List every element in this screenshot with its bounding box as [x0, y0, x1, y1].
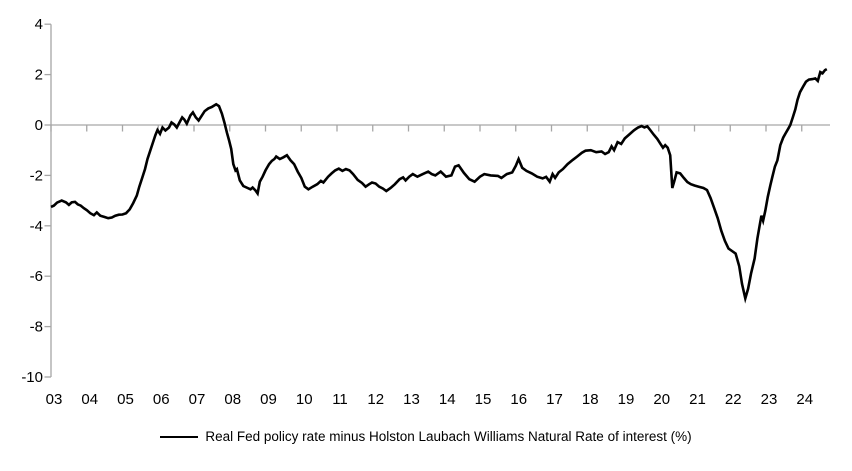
x-tick-label: 04 — [81, 391, 98, 408]
x-tick-label: 07 — [189, 391, 206, 408]
y-tick-label: 2 — [35, 67, 43, 84]
x-tick-label: 15 — [475, 391, 492, 408]
x-tick-label: 11 — [332, 391, 348, 408]
x-tick-label: 09 — [260, 391, 277, 408]
x-tick-label: 16 — [510, 391, 527, 408]
x-tick-label: 03 — [46, 391, 63, 408]
x-tick-label: 19 — [618, 391, 635, 408]
y-tick-label: 0 — [35, 117, 43, 134]
y-tick-label: -10 — [21, 369, 43, 386]
x-tick-label: 08 — [224, 391, 241, 408]
x-tick-label: 05 — [117, 391, 134, 408]
legend-line-sample — [160, 435, 199, 438]
x-tick-label: 24 — [796, 391, 813, 408]
y-tick-label: 4 — [35, 16, 43, 33]
x-tick-label: 06 — [153, 391, 170, 408]
legend: Real Fed policy rate minus Holston Lauba… — [0, 429, 852, 444]
x-tick-label: 18 — [582, 391, 599, 408]
x-tick-label: 10 — [296, 391, 313, 408]
y-tick-label: -8 — [30, 319, 43, 336]
y-tick-label: -2 — [30, 167, 43, 184]
x-tick-label: 22 — [725, 391, 742, 408]
data-series-line — [50, 67, 828, 304]
x-tick-label: 12 — [367, 391, 384, 408]
legend-label: Real Fed policy rate minus Holston Lauba… — [205, 429, 692, 444]
x-tick-label: 17 — [546, 391, 563, 408]
x-tick-label: 13 — [403, 391, 420, 408]
y-tick-label: -4 — [30, 218, 43, 235]
y-tick-label: -6 — [30, 268, 43, 285]
x-tick-label: 21 — [689, 391, 706, 408]
x-tick-label: 23 — [761, 391, 778, 408]
x-tick-label: 20 — [653, 391, 670, 408]
x-tick-label: 14 — [439, 391, 456, 408]
